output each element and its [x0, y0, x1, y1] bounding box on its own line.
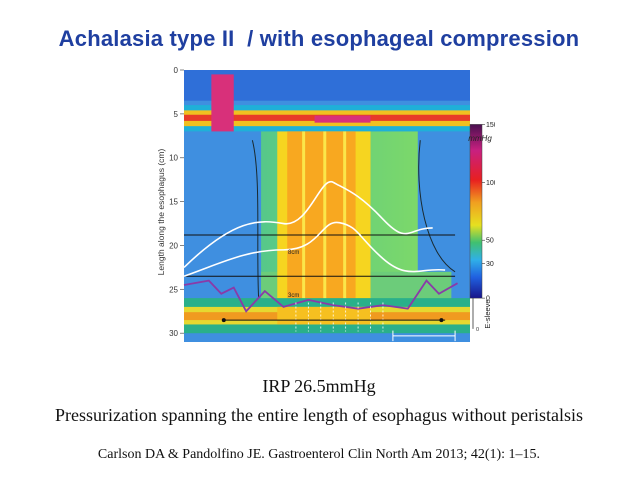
- colorbar: 0505005003050100150: [469, 122, 495, 333]
- isobar-label-3cm: 3cm: [288, 293, 299, 299]
- esleeve-label: E-sleeve: [483, 299, 492, 328]
- pressure-heatmap: [184, 70, 470, 342]
- y-axis: 0 5 10 15 20 25 30: [169, 66, 184, 338]
- y-tick-label: 30: [169, 329, 178, 338]
- time-scale-label: 5s: [406, 343, 419, 357]
- y-tick-label: 10: [169, 154, 178, 163]
- y-tick-label: 0: [174, 66, 179, 75]
- y-tick-label: 15: [169, 198, 178, 207]
- y-axis-label: Length along the esophagus (cm): [156, 149, 166, 276]
- y-tick-label: 25: [169, 285, 178, 294]
- description-caption: Pressurization spanning the entire lengt…: [55, 405, 583, 425]
- colorbar-tick-label: 50: [486, 238, 494, 245]
- y-tick-label: 20: [169, 241, 178, 250]
- overlays: [183, 140, 459, 342]
- colorbar-tick-label: 100: [486, 180, 495, 187]
- esleeve-tick-label: 0: [476, 327, 479, 333]
- ues-peak: [314, 115, 371, 123]
- colorbar-tick-label: 0: [486, 296, 490, 303]
- colorbar-gradient: [469, 124, 483, 299]
- y-tick-label: 5: [174, 110, 179, 119]
- isobar-contour: [251, 140, 456, 299]
- esleeve-trace: [183, 279, 459, 313]
- colorbar-tick-label: 30: [486, 261, 494, 268]
- citation: Carlson DA & Pandolfino JE. Gastroentero…: [97, 447, 541, 462]
- pressure-streak: [343, 131, 347, 325]
- colorbar-unit-label: mmHg: [468, 134, 492, 143]
- pressure-trace: [183, 181, 433, 268]
- isobar-label-8cm: 8cm: [288, 250, 299, 256]
- irp-caption: IRP 26.5mmHg: [262, 376, 376, 396]
- slide-title: Achalasia type II / with esophageal comp…: [58, 26, 580, 51]
- swallow-peak: [211, 74, 234, 132]
- swallow-marker: [221, 318, 226, 323]
- les-relaxation: [277, 306, 371, 325]
- pressure-trace: [183, 221, 446, 277]
- relaxation-end-marker: [439, 318, 444, 323]
- colorbar-tick-label: 150: [486, 122, 495, 129]
- pressure-streak: [302, 131, 306, 325]
